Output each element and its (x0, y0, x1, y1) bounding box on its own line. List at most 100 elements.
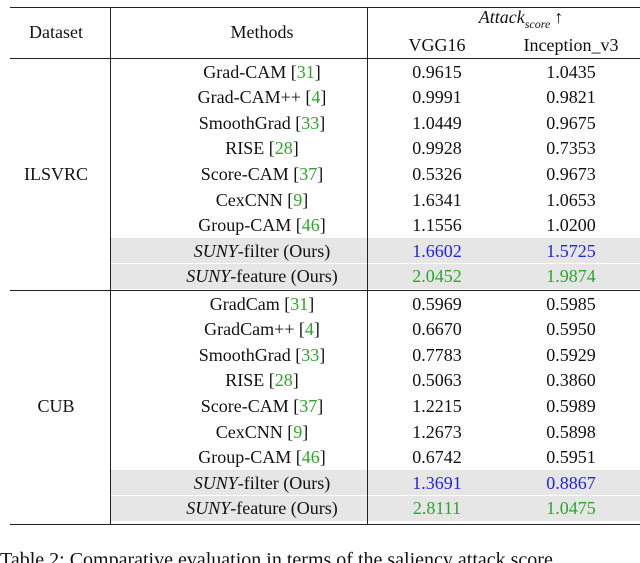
method-name: GradCam [ (209, 293, 291, 314)
row-shade (111, 263, 640, 290)
metric-name: Attack (478, 7, 525, 28)
header-methods: Methods (230, 22, 294, 42)
method-cell: CexCNN [9] (216, 423, 309, 441)
score: 0.5063 (412, 370, 462, 391)
method-name: -feature (Ours) (230, 266, 338, 287)
citation: 4 (311, 87, 321, 108)
method-italic: SUNY (186, 498, 231, 519)
method-name: Group-CAM [ (198, 447, 302, 468)
method-name: CexCNN [ (215, 421, 294, 442)
group-rule (10, 290, 640, 292)
dataset-name: CUB (37, 395, 75, 416)
dataset-name: ILSVRC (23, 163, 89, 184)
method-name: -filter (Ours) (237, 472, 331, 493)
score: 1.0475 (546, 498, 596, 519)
score: 1.0653 (546, 189, 596, 210)
citation: 37 (299, 163, 318, 184)
score: 0.8867 (546, 472, 596, 493)
citation: 31 (296, 61, 315, 82)
header-rule (10, 58, 640, 60)
method-cell: SUNY-filter (Ours) (194, 242, 330, 260)
citation: 37 (299, 395, 318, 416)
score: 0.9673 (546, 163, 596, 184)
column-rule (110, 7, 111, 525)
citation: 31 (290, 293, 309, 314)
method-name: SmoothGrad [ (198, 112, 302, 133)
citation: 9 (293, 421, 303, 442)
score: 0.5950 (546, 319, 596, 340)
metric-sub: score (524, 16, 551, 31)
method-italic: SUNY (193, 472, 238, 493)
citation: 33 (301, 344, 320, 365)
method-cell: Group-CAM [46] (198, 448, 326, 466)
header-dataset: Dataset (29, 22, 83, 42)
score: 0.5969 (412, 293, 462, 314)
citation: 46 (301, 447, 320, 468)
score: 2.0452 (412, 266, 462, 287)
method-cell: CexCNN [9] (216, 191, 309, 209)
metric-arrow: ↑ (554, 7, 564, 28)
score: 1.0435 (546, 61, 596, 82)
citation-close: ] (302, 189, 309, 210)
method-cell: Group-CAM [46] (198, 216, 326, 234)
citation-close: ] (292, 370, 299, 391)
header-metric: Attackscore ↑ (479, 8, 564, 30)
citation-close: ] (320, 87, 327, 108)
method-name: Score-CAM [ (200, 395, 300, 416)
score: 1.0200 (546, 215, 596, 236)
method-cell: SUNY-filter (Ours) (194, 474, 330, 492)
citation-close: ] (319, 344, 326, 365)
score: 0.6670 (412, 319, 462, 340)
column-rule (367, 7, 368, 525)
score: 0.5898 (546, 421, 596, 442)
score: 1.3691 (412, 472, 462, 493)
method-name: RISE [ (225, 138, 275, 159)
top-rule (10, 7, 640, 9)
citation-close: ] (319, 215, 326, 236)
score: 0.5929 (546, 344, 596, 365)
score: 1.9874 (546, 266, 596, 287)
caption: Table 2: Comparative evaluation in terms… (0, 549, 553, 563)
method-cell: SUNY-feature (Ours) (186, 499, 337, 517)
score: 1.6341 (412, 189, 462, 210)
score: 1.5725 (546, 240, 596, 261)
method-italic: SUNY (186, 266, 231, 287)
score: 0.7783 (412, 344, 462, 365)
method-name: Group-CAM [ (198, 215, 302, 236)
row-shade (111, 495, 640, 522)
citation: 33 (301, 112, 320, 133)
method-name: -filter (Ours) (237, 240, 331, 261)
citation: 28 (274, 138, 293, 159)
method-cell: SmoothGrad [33] (199, 346, 326, 364)
score: 0.9928 (412, 138, 462, 159)
method-name: Grad-CAM++ [ (197, 87, 312, 108)
citation-close: ] (317, 395, 324, 416)
method-name: -feature (Ours) (230, 498, 338, 519)
method-name: Grad-CAM [ (203, 61, 297, 82)
citation: 46 (301, 215, 320, 236)
score: 1.2215 (412, 395, 462, 416)
row-shade (111, 469, 640, 496)
score: 0.5985 (546, 293, 596, 314)
column-header: Inception_v3 (523, 35, 619, 55)
method-cell: Grad-CAM++ [4] (198, 88, 327, 106)
method-cell: Score-CAM [37] (201, 397, 323, 415)
score: 1.1556 (412, 215, 462, 236)
row-shade (111, 237, 640, 264)
method-italic: SUNY (193, 240, 238, 261)
citation-close: ] (308, 293, 315, 314)
citation: 28 (274, 370, 293, 391)
score: 0.6742 (412, 447, 462, 468)
citation: 9 (293, 189, 303, 210)
score: 0.3860 (546, 370, 596, 391)
score: 0.7353 (546, 138, 596, 159)
method-cell: Score-CAM [37] (201, 165, 323, 183)
citation-close: ] (314, 61, 321, 82)
method-cell: GradCam [31] (210, 295, 314, 313)
method-name: CexCNN [ (215, 189, 294, 210)
citation-close: ] (317, 163, 324, 184)
method-name: RISE [ (225, 370, 275, 391)
method-cell: Grad-CAM [31] (203, 63, 320, 81)
citation-close: ] (319, 112, 326, 133)
